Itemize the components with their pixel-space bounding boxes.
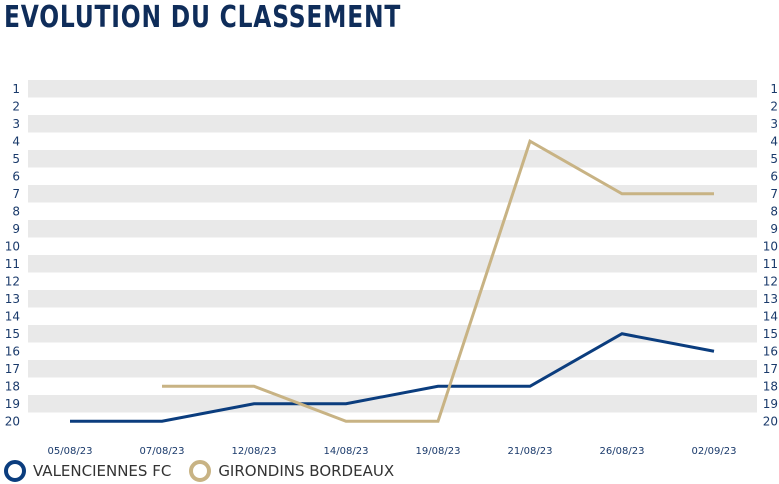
y-tick-label-right: 7 (770, 187, 778, 201)
y-tick-label-right: 4 (770, 134, 778, 148)
grid-band (28, 255, 757, 273)
y-tick-label-right: 16 (763, 344, 778, 358)
y-tick-label-right: 14 (763, 309, 778, 323)
y-tick-label-right: 1 (770, 82, 778, 96)
y-tick-label-left: 19 (5, 397, 20, 411)
y-tick-label-left: 6 (12, 169, 20, 183)
legend-item-bordeaux[interactable]: GIRONDINS BORDEAUX (189, 460, 394, 482)
legend-marker-valenciennes (4, 460, 26, 482)
y-tick-label-left: 16 (5, 344, 20, 358)
grid-band (28, 80, 757, 98)
y-tick-label-left: 4 (12, 134, 20, 148)
y-tick-label-left: 3 (12, 117, 20, 131)
grid-band (28, 325, 757, 343)
y-tick-label-right: 10 (763, 239, 778, 253)
y-tick-label-right: 11 (763, 257, 778, 271)
grid-band (28, 220, 757, 238)
y-tick-label-right: 19 (763, 397, 778, 411)
y-tick-label-right: 13 (763, 292, 778, 306)
y-tick-label-right: 15 (763, 327, 778, 341)
series-line-1 (162, 139, 714, 423)
x-tick-label: 07/08/23 (140, 446, 185, 457)
x-tick-label: 05/08/23 (48, 446, 93, 457)
y-tick-label-left: 12 (5, 274, 20, 288)
chart-title: EVOLUTION DU CLASSEMENT (4, 0, 402, 35)
legend-marker-bordeaux (189, 460, 212, 482)
y-tick-label-right: 12 (763, 274, 778, 288)
series-line-0 (70, 332, 715, 423)
y-tick-label-left: 20 (5, 414, 20, 428)
y-tick-label-right: 3 (770, 117, 778, 131)
grid-band (28, 115, 757, 133)
y-tick-label-left: 8 (12, 204, 20, 218)
y-tick-label-right: 9 (770, 222, 778, 236)
y-tick-label-left: 18 (5, 379, 20, 393)
y-tick-label-left: 10 (5, 239, 20, 253)
y-tick-label-left: 13 (5, 292, 20, 306)
y-tick-label-right: 8 (770, 204, 778, 218)
grid-band (28, 150, 757, 168)
y-tick-label-left: 7 (12, 187, 20, 201)
x-tick-label: 02/09/23 (692, 446, 737, 457)
y-tick-label-left: 9 (12, 222, 20, 236)
legend-item-valenciennes[interactable]: VALENCIENNES FC (4, 460, 171, 482)
y-tick-label-left: 14 (5, 309, 20, 323)
legend: VALENCIENNES FC GIRONDINS BORDEAUX (4, 460, 412, 482)
y-tick-label-right: 5 (770, 152, 778, 166)
series-lines (70, 139, 715, 423)
grid-bands (28, 80, 757, 413)
x-tick-label: 19/08/23 (416, 446, 461, 457)
y-tick-label-left: 11 (5, 257, 20, 271)
y-tick-label-right: 2 (770, 99, 778, 113)
y-tick-label-left: 15 (5, 327, 20, 341)
y-tick-label-right: 20 (763, 414, 778, 428)
x-tick-label: 21/08/23 (508, 446, 553, 457)
y-tick-label-left: 2 (12, 99, 20, 113)
x-tick-label: 14/08/23 (324, 446, 369, 457)
y-tick-label-right: 18 (763, 379, 778, 393)
y-tick-label-right: 17 (763, 362, 778, 376)
x-tick-label: 26/08/23 (600, 446, 645, 457)
y-tick-label-left: 17 (5, 362, 20, 376)
y-tick-label-right: 6 (770, 169, 778, 183)
x-tick-label: 12/08/23 (232, 446, 277, 457)
grid-band (28, 395, 757, 413)
grid-band (28, 185, 757, 203)
grid-band (28, 290, 757, 308)
y-tick-label-left: 1 (12, 82, 20, 96)
legend-label-valenciennes: VALENCIENNES FC (33, 462, 172, 480)
grid-band (28, 360, 757, 378)
y-tick-label-left: 5 (12, 152, 20, 166)
x-axis: 05/08/23 07/08/23 12/08/23 14/08/23 19/08/23… (48, 446, 737, 457)
legend-label-bordeaux: GIRONDINS BORDEAUX (218, 462, 395, 480)
